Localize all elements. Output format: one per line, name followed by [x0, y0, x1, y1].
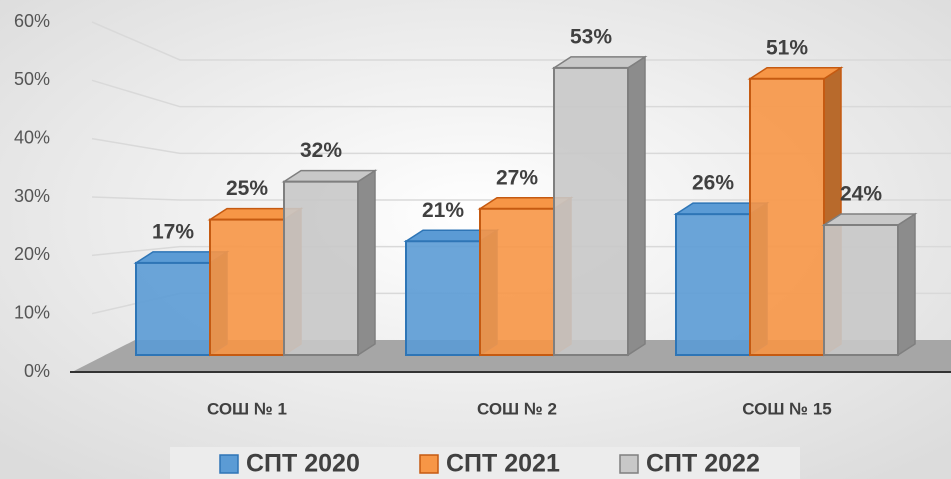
grid-line	[91, 21, 951, 61]
x-tick-label: СОШ № 1	[207, 399, 287, 418]
y-tick-label: 50%	[14, 69, 50, 89]
legend-label: СПТ 2021	[446, 450, 560, 478]
grid-line	[91, 79, 951, 108]
bar	[281, 169, 378, 357]
legend-swatch	[619, 454, 639, 474]
data-label: 24%	[840, 183, 882, 206]
bar-side	[357, 169, 376, 357]
legend-box	[170, 447, 800, 479]
data-label: 32%	[300, 139, 342, 162]
legend-swatch	[219, 454, 239, 474]
grid-line	[91, 196, 951, 201]
legend-label: СПТ 2022	[646, 450, 760, 478]
x-tick-label: СОШ № 2	[477, 399, 557, 418]
data-label: 27%	[496, 166, 538, 189]
bar-front	[553, 66, 629, 357]
bar-front	[283, 180, 359, 356]
y-tick-label: 0%	[24, 361, 50, 381]
bar-side	[627, 55, 646, 357]
data-label: 53%	[570, 25, 612, 48]
legend-label: СПТ 2020	[246, 450, 360, 478]
y-tick-label: 30%	[14, 186, 50, 206]
data-label: 17%	[152, 220, 194, 243]
y-tick-label: 40%	[14, 127, 50, 147]
data-label: 21%	[422, 199, 464, 222]
grid-line	[91, 137, 951, 155]
data-label: 51%	[766, 36, 808, 59]
bar-top	[551, 56, 648, 69]
y-tick-label: 10%	[14, 302, 50, 322]
data-label: 26%	[692, 172, 734, 195]
bar-front	[209, 218, 285, 356]
y-tick-label: 20%	[14, 244, 50, 264]
bar	[551, 55, 648, 357]
bar-top	[281, 169, 378, 183]
bar-front	[479, 207, 555, 356]
bar	[821, 212, 918, 357]
x-tick-label: СОШ № 15	[742, 399, 831, 418]
bar-front	[135, 261, 211, 356]
y-tick-label: 60%	[14, 11, 50, 31]
bar-front	[675, 213, 751, 356]
bar-front	[405, 240, 481, 356]
bar-side	[897, 212, 916, 357]
bar-front	[749, 77, 825, 356]
bar-top	[821, 213, 918, 226]
bar-front	[823, 224, 899, 356]
bar-top	[747, 67, 844, 80]
data-label: 25%	[226, 177, 268, 200]
legend-swatch	[419, 454, 439, 474]
